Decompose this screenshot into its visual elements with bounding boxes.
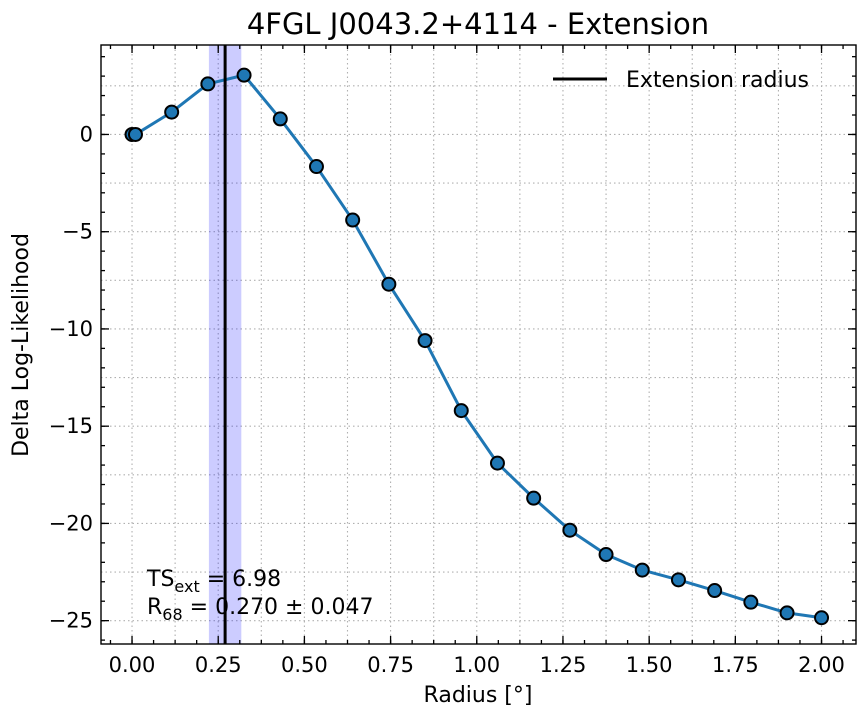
ts-ext-annotation: TSext = 6.98 — [146, 567, 281, 596]
ts-main: TS — [146, 567, 174, 592]
x-tick-label: 0.75 — [367, 653, 414, 677]
data-point — [562, 522, 578, 538]
data-point — [814, 610, 830, 626]
data-point — [634, 562, 650, 578]
data-point — [417, 333, 433, 349]
x-axis-label: Radius [°] — [424, 683, 533, 708]
y-tick-label: −25 — [49, 609, 93, 633]
x-tick-label: 1.00 — [453, 653, 500, 677]
data-point — [598, 547, 614, 563]
x-tick-label: 0.50 — [281, 653, 328, 677]
y-tick-label: −10 — [49, 317, 93, 341]
y-tick-label: −5 — [62, 220, 93, 244]
data-point — [453, 403, 469, 419]
data-point — [381, 276, 397, 292]
data-point — [743, 594, 759, 610]
x-tick-label: 0.25 — [195, 653, 242, 677]
data-point — [670, 572, 686, 588]
data-point — [127, 126, 143, 142]
y-axis-label: Delta Log-Likelihood — [9, 233, 34, 457]
chart-title: 4FGL J0043.2+4114 - Extension — [247, 7, 709, 41]
grid — [101, 45, 856, 644]
legend: Extension radius — [553, 68, 809, 93]
ts-value: = 6.98 — [200, 567, 281, 592]
data-point — [779, 605, 795, 621]
y-tick-label: −20 — [49, 511, 93, 535]
data-point — [308, 159, 324, 175]
r-subscript: 68 — [162, 605, 182, 624]
y-tick-label: 0 — [80, 122, 93, 146]
r-value: = 0.270 ± 0.047 — [183, 595, 374, 620]
axis-ticks — [101, 45, 856, 644]
fit-annotation: TSext = 6.98 R68 = 0.270 ± 0.047 — [146, 567, 373, 624]
legend-entry-extension-radius: Extension radius — [626, 68, 809, 93]
data-points — [124, 67, 830, 626]
x-tick-label: 1.50 — [626, 653, 673, 677]
y-tick-label: −15 — [49, 414, 93, 438]
plot-frame — [100, 44, 857, 645]
tick-labels: 0.00 0.25 0.50 0.75 1.00 1.25 1.50 1.75 2.00 −25 −… — [49, 122, 845, 677]
x-tick-label: 0.00 — [109, 653, 156, 677]
x-tick-label: 1.25 — [540, 653, 587, 677]
ts-subscript: ext — [174, 577, 199, 596]
x-tick-label: 2.00 — [798, 653, 845, 677]
x-tick-label: 1.75 — [712, 653, 759, 677]
data-point — [707, 583, 723, 599]
data-point — [489, 455, 505, 471]
data-point — [236, 67, 252, 83]
data-point — [200, 76, 216, 92]
data-point — [345, 212, 361, 228]
r-main: R — [147, 595, 162, 620]
data-point — [272, 111, 288, 127]
data-point — [526, 490, 542, 506]
r68-annotation: R68 = 0.270 ± 0.047 — [147, 595, 373, 624]
data-point — [164, 104, 180, 120]
